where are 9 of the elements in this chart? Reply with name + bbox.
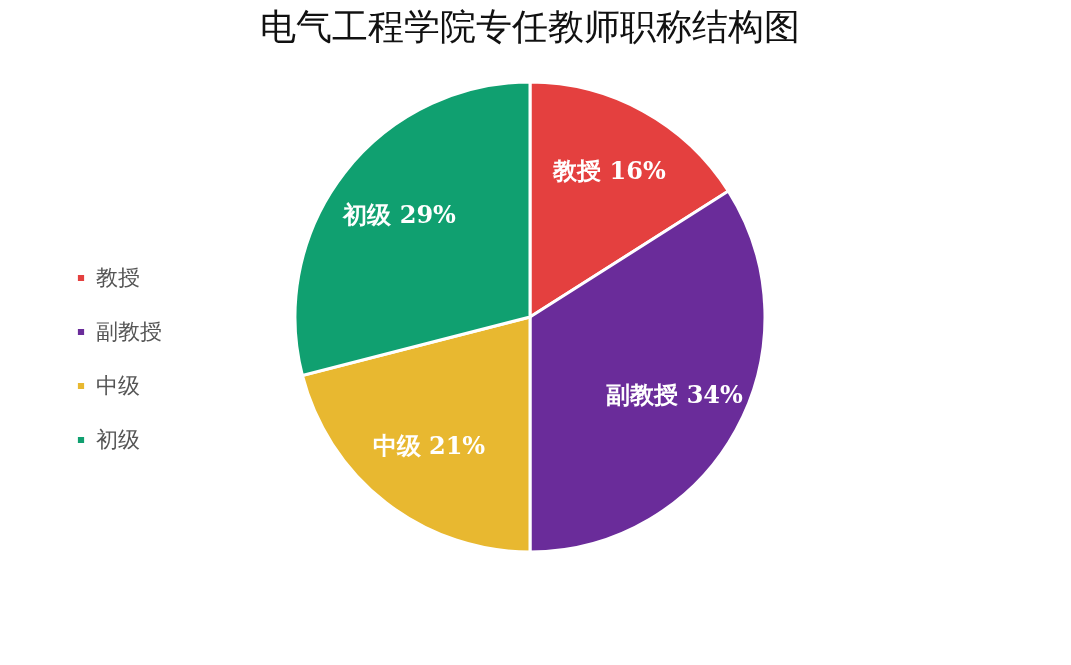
legend-label: 初级: [96, 427, 140, 452]
legend-label: 中级: [96, 373, 140, 398]
data-label: 初级 29%: [342, 199, 457, 229]
legend-label: 教授: [96, 265, 140, 290]
data-label: 教授 16%: [552, 156, 666, 186]
legend-label: 副教授: [96, 319, 162, 344]
data-label: 副教授 34%: [606, 380, 744, 410]
chart-title: 电气工程学院专任教师职称结构图: [260, 6, 800, 47]
data-label: 中级 21%: [372, 431, 486, 461]
